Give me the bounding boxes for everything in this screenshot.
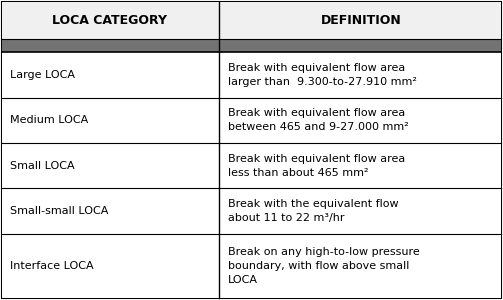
Text: Break with the equivalent flow
about 11 to 22 m³/hr: Break with the equivalent flow about 11 … [228, 199, 398, 223]
Text: Medium LOCA: Medium LOCA [10, 116, 88, 125]
Bar [2, 40, 501, 52]
Text: Break with equivalent flow area
larger than  9.300-to-27.910 mm²: Break with equivalent flow area larger t… [228, 63, 416, 87]
Text: Break with equivalent flow area
between 465 and 9-27.000 mm²: Break with equivalent flow area between … [228, 108, 408, 132]
Text: Break on any high-to-low pressure
boundary, with flow above small
LOCA: Break on any high-to-low pressure bounda… [228, 247, 420, 285]
Bar [2, 143, 501, 188]
Text: Small-small LOCA: Small-small LOCA [10, 206, 108, 216]
Text: Small LOCA: Small LOCA [10, 161, 74, 171]
Bar [2, 234, 501, 298]
Bar [2, 188, 501, 234]
Bar [2, 52, 501, 98]
Text: Interface LOCA: Interface LOCA [10, 261, 93, 271]
Bar [2, 2, 501, 40]
Bar [2, 98, 501, 143]
Text: Large LOCA: Large LOCA [10, 70, 74, 80]
Text: LOCA CATEGORY: LOCA CATEGORY [52, 14, 167, 27]
Text: DEFINITION: DEFINITION [320, 14, 401, 27]
Text: Break with equivalent flow area
less than about 465 mm²: Break with equivalent flow area less tha… [228, 154, 405, 178]
